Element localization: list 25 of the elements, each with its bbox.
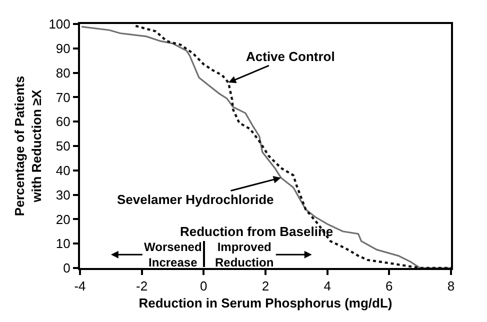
x-tick-label: 2	[262, 278, 270, 294]
y-tick-label: 100	[48, 16, 70, 32]
y-tick-label: 90	[56, 40, 70, 56]
y-tick-label: 60	[56, 114, 70, 130]
y-axis-title: Percentage of Patients with Reduction ≥X	[12, 76, 44, 216]
x-tick-label: 6	[386, 278, 393, 294]
annotation: Improved Reduction	[215, 240, 274, 270]
annotation: Reduction from Baseline	[180, 224, 334, 239]
annotation: Worsened Increase	[144, 240, 202, 270]
series-label: Sevelamer Hydrochloride	[117, 192, 274, 207]
y-tick-label: 0	[63, 260, 70, 276]
y-tick-label: 50	[56, 138, 70, 154]
x-tick-label: -4	[74, 278, 86, 294]
x-axis-title: Reduction in Serum Phosphorus (mg/dL)	[138, 296, 392, 311]
y-tick-label: 10	[56, 236, 70, 252]
x-tick-label: 4	[324, 278, 331, 294]
y-tick-label: 20	[56, 212, 70, 227]
y-tick-label: 40	[56, 162, 70, 178]
series-label: Active Control	[246, 49, 335, 64]
x-tick-label: -2	[136, 278, 148, 294]
x-tick-label: 8	[447, 278, 455, 294]
y-tick-label: 80	[56, 65, 70, 80]
y-tick-label: 70	[56, 90, 70, 105]
x-tick-label: 0	[200, 278, 208, 294]
y-tick-label: 30	[56, 187, 70, 202]
